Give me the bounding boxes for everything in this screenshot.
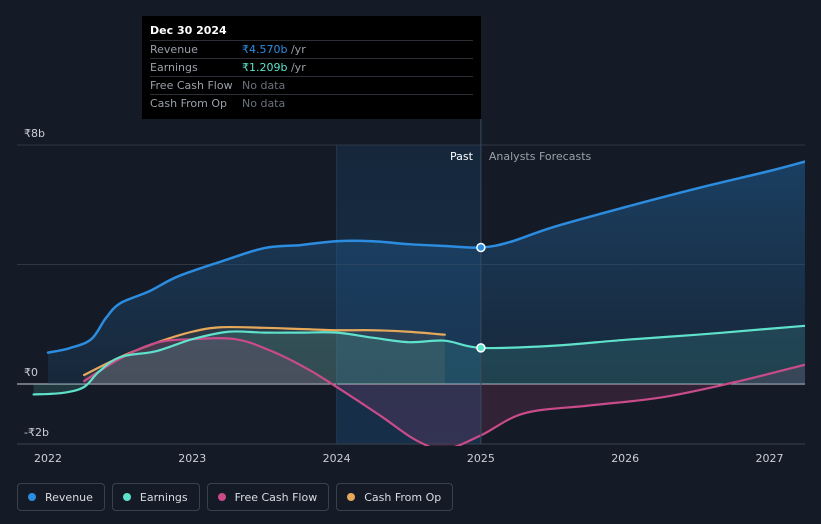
- tooltip-row-revenue: Revenue ₹4.570b /yr: [150, 40, 473, 58]
- tooltip-value: No data: [242, 79, 286, 92]
- legend-label: Free Cash Flow: [234, 490, 318, 504]
- free-cash-flow-dot-icon: [217, 493, 226, 501]
- tooltip-row-earnings: Earnings ₹1.209b /yr: [150, 58, 473, 76]
- series-areas: [33, 161, 805, 446]
- cash-from-op-dot-icon: [347, 493, 356, 501]
- revenue-point[interactable]: [476, 242, 486, 253]
- fcf-area: [84, 338, 805, 446]
- y-tick-label: ₹0: [24, 366, 38, 379]
- x-tick-label: 2026: [611, 452, 639, 465]
- legend-free-cash-flow[interactable]: Free Cash Flow: [206, 483, 330, 511]
- forecast-label: Analysts Forecasts: [489, 150, 592, 163]
- legend-label: Revenue: [45, 490, 93, 504]
- revenue-dot-icon: [28, 493, 36, 501]
- earnings-area: [33, 325, 805, 395]
- tooltip-value: No data: [242, 97, 286, 110]
- legend-revenue[interactable]: Revenue: [17, 483, 105, 511]
- y-axis-ticks: ₹8b ₹0 -₹2b: [24, 127, 49, 439]
- tooltip-value: ₹4.570b: [242, 43, 288, 56]
- y-tick-label: ₹8b: [24, 127, 45, 140]
- earnings-point[interactable]: [476, 343, 486, 353]
- legend-label: Cash From Op: [364, 490, 442, 504]
- tooltip-unit: /yr: [287, 43, 306, 56]
- highlight-points: [476, 242, 486, 353]
- hover-tooltip: Dec 30 2024 Revenue ₹4.570b /yr Earnings…: [142, 16, 481, 119]
- tooltip-label: Earnings: [150, 61, 198, 74]
- legend-cash-from-op[interactable]: Cash From Op: [336, 483, 454, 511]
- series-lines: [32, 160, 806, 449]
- revenue-area: [48, 161, 805, 384]
- tooltip-row-fcf: Free Cash Flow No data: [150, 76, 473, 94]
- fcf-line[interactable]: [82, 337, 806, 449]
- revenue-line[interactable]: [46, 160, 806, 354]
- x-axis-ticks: 2022 2023 2024 2025 2026 2027: [34, 452, 784, 465]
- earnings-dot-icon: [122, 493, 131, 501]
- x-tick-label: 2027: [756, 452, 784, 465]
- chart-legend: Revenue Earnings Free Cash Flow Cash Fro…: [17, 483, 454, 511]
- tooltip-row-cfo: Cash From Op No data: [150, 94, 473, 112]
- legend-label: Earnings: [139, 490, 188, 504]
- x-tick-label: 2025: [467, 452, 495, 465]
- tooltip-label: Cash From Op: [150, 97, 228, 110]
- x-tick-label: 2023: [178, 452, 206, 465]
- y-tick-label: -₹2b: [24, 426, 49, 439]
- x-tick-label: 2024: [323, 452, 351, 465]
- past-label: Past: [450, 150, 474, 163]
- tooltip-value: ₹1.209b: [242, 61, 288, 74]
- x-tick-label: 2022: [34, 452, 62, 465]
- tooltip-date: Dec 30 2024: [150, 24, 227, 37]
- legend-earnings[interactable]: Earnings: [111, 483, 200, 511]
- tooltip-unit: /yr: [287, 61, 306, 74]
- cfo-area: [84, 327, 445, 384]
- earnings-line[interactable]: [32, 324, 806, 396]
- tooltip-label: Revenue: [150, 43, 198, 56]
- tooltip-label: Free Cash Flow: [150, 79, 233, 92]
